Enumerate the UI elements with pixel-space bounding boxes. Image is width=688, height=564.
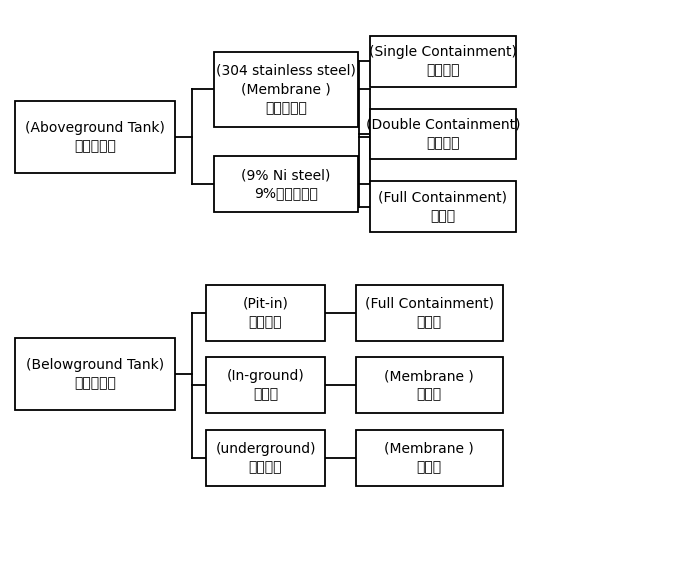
Text: 薄膜型: 薄膜型 [417, 460, 442, 474]
Text: (Full Containment): (Full Containment) [365, 297, 494, 311]
Text: 二次包覆: 二次包覆 [426, 136, 460, 150]
Text: (In-ground): (In-ground) [226, 369, 304, 383]
Text: (Belowground Tank): (Belowground Tank) [26, 358, 164, 372]
Text: 全包覆: 全包覆 [431, 209, 455, 223]
Text: 全包覆: 全包覆 [417, 315, 442, 329]
Text: (Aboveground Tank): (Aboveground Tank) [25, 121, 165, 135]
Text: 9%鏎銃型內槽: 9%鏎銃型內槽 [254, 187, 318, 200]
FancyBboxPatch shape [356, 430, 503, 486]
FancyBboxPatch shape [215, 156, 358, 212]
FancyBboxPatch shape [369, 36, 516, 86]
Text: 全地下型: 全地下型 [249, 460, 282, 474]
Text: (Single Containment): (Single Containment) [369, 45, 517, 59]
FancyBboxPatch shape [369, 182, 516, 232]
Text: 半地下型: 半地下型 [249, 315, 282, 329]
FancyBboxPatch shape [215, 52, 358, 127]
Text: 薄膜型: 薄膜型 [417, 387, 442, 402]
FancyBboxPatch shape [14, 338, 175, 411]
Text: 地下型儲槽: 地下型儲槽 [74, 376, 116, 390]
Text: (304 stainless steel): (304 stainless steel) [216, 64, 356, 78]
FancyBboxPatch shape [14, 100, 175, 173]
Text: (Membrane ): (Membrane ) [385, 369, 474, 383]
Text: (Pit-in): (Pit-in) [243, 297, 288, 311]
Text: (Membrane ): (Membrane ) [385, 442, 474, 456]
FancyBboxPatch shape [356, 285, 503, 341]
FancyBboxPatch shape [206, 430, 325, 486]
FancyBboxPatch shape [369, 109, 516, 159]
Text: 一次包覆: 一次包覆 [426, 64, 460, 78]
Text: (9% Ni steel): (9% Ni steel) [241, 168, 331, 182]
FancyBboxPatch shape [206, 358, 325, 413]
Text: (Double Containment): (Double Containment) [366, 118, 520, 132]
Text: 薄膜型內槽: 薄膜型內槽 [265, 101, 307, 114]
Text: 地上型儲槽: 地上型儲槽 [74, 139, 116, 153]
FancyBboxPatch shape [206, 285, 325, 341]
Text: 地下型: 地下型 [253, 387, 278, 402]
Text: (Membrane ): (Membrane ) [241, 82, 331, 96]
Text: (underground): (underground) [215, 442, 316, 456]
FancyBboxPatch shape [356, 358, 503, 413]
Text: (Full Containment): (Full Containment) [378, 191, 508, 204]
